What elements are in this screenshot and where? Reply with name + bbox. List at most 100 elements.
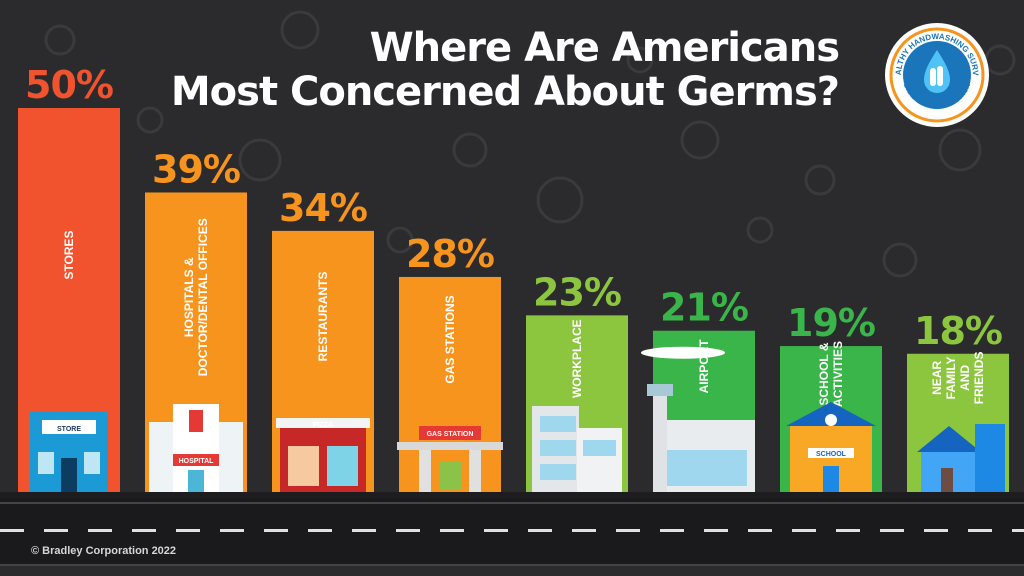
bradley-survey-logo: HEALTHY HANDWASHING SURVEY BRADLEY CORPO…	[884, 22, 989, 127]
building-illustration: STORE	[30, 412, 108, 492]
bar-category-label: STORES	[62, 230, 76, 279]
bar-value-label: 39%	[152, 147, 240, 191]
bar-category-label: HOSPITALS & DOCTOR/DENTAL OFFICES	[182, 218, 210, 376]
road-dash	[1012, 529, 1024, 532]
gas-sign	[419, 426, 481, 440]
house-tall	[975, 424, 1005, 492]
bar-category-label-line: AIRPORT	[697, 339, 711, 394]
building-sign-text: PIZZA	[313, 422, 333, 429]
road-dash	[792, 529, 816, 532]
road-dash	[220, 529, 244, 532]
building-illustration	[532, 406, 622, 492]
bar-category-label-line: SCHOOL &	[817, 342, 831, 405]
building-illustration: SCHOOL	[786, 402, 876, 492]
bar-value-label: 28%	[406, 232, 494, 276]
bar-category-label-line: ACTIVITIES	[831, 341, 845, 407]
road-dash	[176, 529, 200, 532]
store-sign	[42, 420, 96, 434]
door	[823, 466, 839, 492]
road-dash	[132, 529, 156, 532]
canopy	[397, 442, 503, 450]
building-sign-text: STORE	[57, 426, 81, 433]
bar-category-label-line: STORES	[62, 230, 76, 279]
building-sign-text: HOSPITAL	[179, 458, 215, 465]
building-illustration	[917, 424, 1005, 492]
road-dash	[528, 529, 552, 532]
bar-category-label-line: DOCTOR/DENTAL OFFICES	[196, 218, 210, 376]
building-sign-text: SCHOOL	[816, 451, 847, 458]
road-dash	[836, 529, 860, 532]
house-roof	[917, 426, 981, 452]
terminal-windows	[665, 450, 747, 486]
road-edge-bottom	[0, 564, 1024, 566]
building-illustration	[641, 346, 755, 492]
window	[540, 416, 576, 432]
road-edge-top	[0, 502, 1024, 504]
office-wing	[577, 428, 622, 492]
road-dash	[968, 529, 992, 532]
road-dash	[0, 529, 24, 532]
door	[61, 458, 77, 492]
building-illustration: GAS STATION	[397, 426, 503, 492]
road-dash	[880, 529, 904, 532]
bar-value-label: 21%	[660, 286, 748, 330]
bar-value-label: 19%	[787, 301, 875, 345]
bar-value-label: 34%	[279, 186, 367, 230]
bar-category-label-line: HOSPITALS &	[182, 257, 196, 337]
cross-sign	[189, 410, 203, 432]
bar-category-label-line: RESTAURANTS	[316, 272, 330, 362]
title-line-1: Where Are Americans	[369, 25, 840, 71]
road-dash	[264, 529, 288, 532]
germ-background-pattern	[44, 10, 1016, 346]
road-dash	[704, 529, 728, 532]
window	[540, 464, 576, 480]
bar-category-label-line: FAMILY	[944, 356, 958, 399]
hands-washing-icon	[930, 66, 943, 86]
road-dash	[308, 529, 332, 532]
window	[38, 452, 54, 474]
bar-category-label-line: NEAR	[930, 361, 944, 395]
bar-category-label-line: GAS STATIONS	[443, 295, 457, 383]
road-dash	[616, 529, 640, 532]
road-dash	[660, 529, 684, 532]
bar-value-label: 18%	[914, 309, 1002, 353]
door	[941, 468, 953, 492]
copyright-footer: © Bradley Corporation 2022	[31, 545, 177, 557]
road-dash	[396, 529, 420, 532]
pillar	[469, 450, 481, 492]
bar-value-label: 50%	[25, 63, 113, 107]
bar-category-label: SCHOOL & ACTIVITIES	[817, 341, 845, 407]
door	[188, 470, 204, 492]
window	[583, 440, 616, 456]
road-dash	[88, 529, 112, 532]
hospital-sign	[173, 454, 219, 466]
airplane-icon	[641, 346, 725, 359]
road-dash	[44, 529, 68, 532]
road-dash	[484, 529, 508, 532]
title-line-2: Most Concerned About Germs?	[170, 69, 840, 115]
bar-category-label: NEAR FAMILY AND FRIENDS	[930, 352, 986, 405]
ground-line	[0, 492, 1024, 498]
road-dash	[572, 529, 596, 532]
road-dash	[748, 529, 772, 532]
school-sign	[808, 448, 854, 458]
bar-category-label-line: AND	[958, 365, 972, 391]
bar	[399, 276, 501, 492]
page-title: Where Are Americans Most Concerned About…	[79, 25, 840, 115]
window	[327, 446, 358, 486]
window	[84, 452, 100, 474]
building-sign-text: GAS STATION	[427, 431, 474, 438]
bar-category-label: GAS STATIONS	[443, 295, 457, 383]
control-tower	[653, 390, 667, 492]
building-illustration: PIZZA	[276, 418, 370, 492]
bar-category-label: AIRPORT	[697, 339, 711, 394]
tower-cab	[647, 384, 673, 396]
pump	[439, 462, 461, 490]
bar-category-label: WORKPLACE	[570, 319, 584, 398]
pillar	[419, 450, 431, 492]
bar-category-label-line: FRIENDS	[972, 352, 986, 405]
road-dash	[352, 529, 376, 532]
window	[288, 446, 319, 486]
building-illustration: HOSPITAL	[149, 404, 243, 492]
